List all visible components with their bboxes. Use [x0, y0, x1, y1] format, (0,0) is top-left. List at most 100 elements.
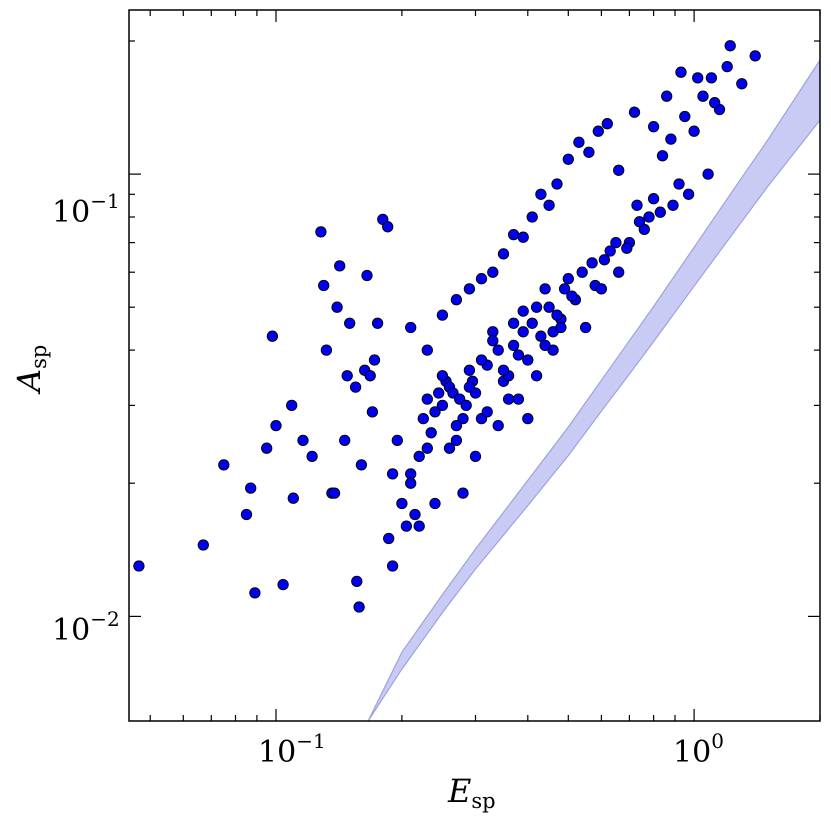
data-point: [539, 339, 551, 352]
data-point: [535, 330, 547, 342]
data-point: [443, 442, 456, 454]
data-point: [517, 231, 529, 243]
band-area: [367, 59, 820, 721]
data-point: [315, 226, 327, 238]
data-point: [463, 283, 476, 295]
data-point: [481, 406, 493, 418]
data-point: [355, 459, 368, 471]
data-point: [405, 321, 417, 334]
data-point: [286, 399, 298, 412]
data-point: [240, 508, 253, 521]
data-point: [425, 427, 437, 439]
data-point: [512, 393, 525, 405]
data-point: [558, 283, 571, 295]
data-point: [351, 575, 363, 588]
data-point: [409, 508, 421, 521]
data-point: [487, 266, 499, 278]
data-point: [383, 532, 395, 545]
data-point: [721, 60, 733, 73]
data-point: [339, 434, 351, 447]
data-point: [497, 248, 510, 260]
data-point: [631, 199, 643, 211]
data-point: [539, 283, 551, 295]
data-point: [368, 354, 381, 366]
data-point: [562, 273, 574, 285]
data-point: [436, 309, 449, 321]
data-point: [592, 125, 604, 137]
data-point: [530, 370, 543, 382]
data-point: [457, 412, 469, 425]
data-point: [551, 309, 563, 321]
x-tick-label-0: 10−1: [258, 729, 326, 770]
data-point: [436, 399, 449, 412]
data-point: [364, 370, 376, 382]
data-point: [421, 344, 433, 356]
data-point: [595, 283, 608, 295]
data-point: [433, 387, 445, 399]
data-point: [507, 317, 520, 329]
data-point: [555, 321, 567, 334]
data-point: [391, 434, 403, 447]
data-point: [270, 419, 282, 432]
data-point: [386, 560, 399, 572]
data-points: [133, 40, 761, 613]
data-point: [353, 601, 365, 613]
data-point: [297, 434, 309, 447]
data-point: [405, 468, 417, 480]
data-point: [344, 317, 356, 329]
data-point: [463, 381, 476, 393]
data-point: [492, 344, 504, 356]
data-point: [705, 72, 718, 84]
data-point: [749, 50, 761, 62]
data-point: [530, 301, 543, 313]
x-axis-tick-labels: 10−1 100: [258, 729, 724, 770]
data-point: [396, 497, 408, 510]
data-point: [133, 560, 145, 572]
data-point: [647, 121, 660, 133]
plot-area: [128, 9, 821, 722]
data-point: [400, 520, 413, 532]
data-point: [436, 370, 449, 382]
data-point: [613, 164, 625, 176]
y-tick-label-1: 10−1: [52, 189, 120, 230]
data-point: [429, 497, 441, 510]
data-point: [502, 393, 515, 405]
data-point: [610, 236, 622, 249]
data-point: [543, 301, 555, 313]
data-point: [331, 301, 343, 313]
data-point: [306, 450, 318, 463]
data-point: [460, 399, 472, 412]
data-point: [661, 90, 673, 102]
data-point: [463, 364, 476, 376]
data-point: [366, 406, 379, 418]
data-point: [675, 66, 687, 78]
data-point: [475, 273, 488, 285]
data-point: [665, 133, 677, 145]
data-point: [318, 279, 330, 292]
data-point: [682, 188, 695, 200]
data-point: [492, 419, 504, 432]
data-point: [583, 146, 595, 158]
data-point: [341, 370, 353, 382]
data-point: [421, 393, 433, 405]
data-point: [604, 245, 616, 257]
data-point: [266, 330, 279, 342]
data-point: [647, 193, 660, 205]
data-point: [417, 412, 429, 425]
data-point: [628, 106, 641, 118]
data-point: [576, 266, 588, 278]
plot-frame: [128, 9, 821, 722]
data-point: [736, 78, 748, 90]
data-point: [621, 242, 633, 254]
data-point: [450, 294, 463, 306]
x-tick-label-1: 100: [673, 729, 724, 770]
data-point: [320, 344, 333, 356]
data-point: [371, 317, 384, 329]
data-point: [543, 199, 555, 211]
data-point: [702, 168, 714, 180]
data-point: [421, 442, 433, 454]
theoretical-band: [367, 59, 820, 721]
data-point: [475, 354, 488, 366]
data-point: [654, 206, 666, 218]
